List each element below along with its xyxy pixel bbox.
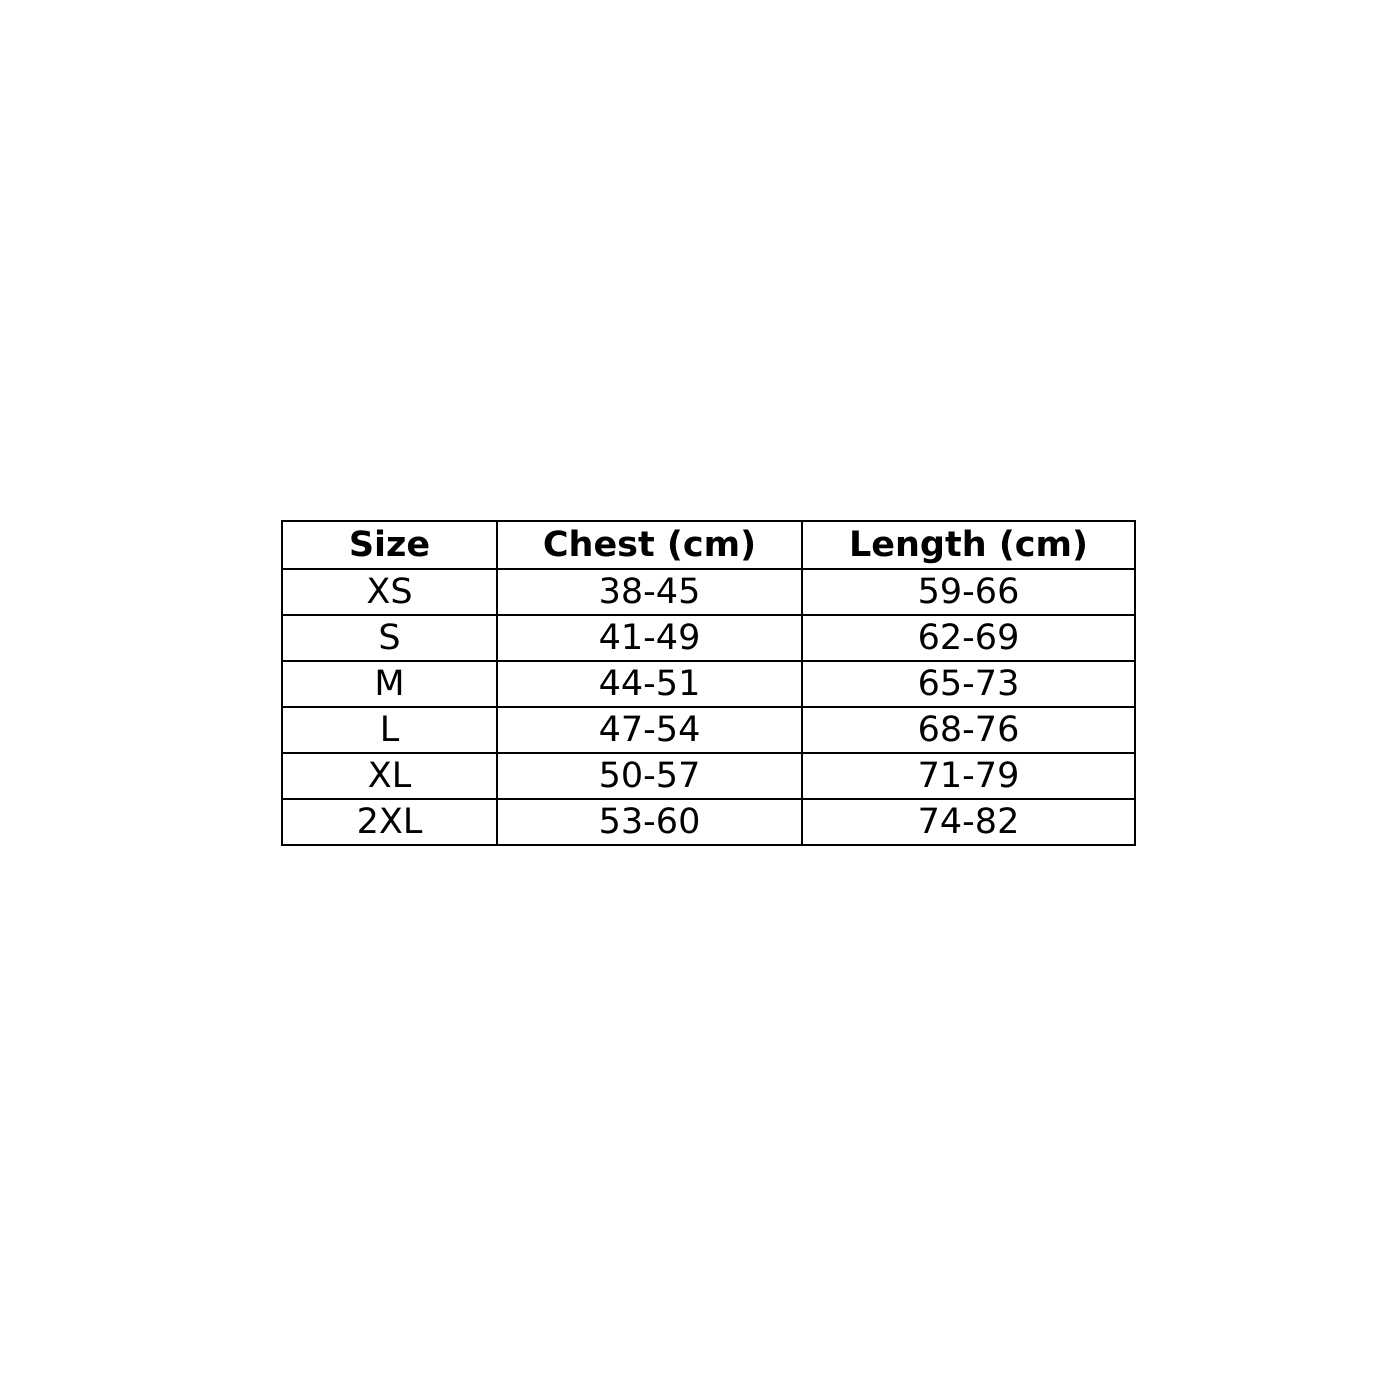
cell-size: L <box>281 706 498 754</box>
cell-length: 71-79 <box>801 752 1136 800</box>
cell-length: 62-69 <box>801 614 1136 662</box>
table-row: M 44-51 65-73 <box>281 660 1136 708</box>
table-row: XL 50-57 71-79 <box>281 752 1136 800</box>
header-chest: Chest (cm) <box>496 520 803 570</box>
table-row: L 47-54 68-76 <box>281 706 1136 754</box>
cell-size: M <box>281 660 498 708</box>
cell-length: 59-66 <box>801 568 1136 616</box>
cell-size: XS <box>281 568 498 616</box>
cell-chest: 53-60 <box>496 798 803 846</box>
header-size: Size <box>281 520 498 570</box>
cell-chest: 47-54 <box>496 706 803 754</box>
cell-size: S <box>281 614 498 662</box>
size-chart-table: Size Chest (cm) Length (cm) XS 38-45 59-… <box>281 520 1136 846</box>
cell-size: 2XL <box>281 798 498 846</box>
header-length: Length (cm) <box>801 520 1136 570</box>
cell-length: 74-82 <box>801 798 1136 846</box>
table-row: S 41-49 62-69 <box>281 614 1136 662</box>
cell-chest: 41-49 <box>496 614 803 662</box>
header-row: Size Chest (cm) Length (cm) <box>281 520 1136 570</box>
cell-size: XL <box>281 752 498 800</box>
table-row: 2XL 53-60 74-82 <box>281 798 1136 846</box>
cell-length: 65-73 <box>801 660 1136 708</box>
table-row: XS 38-45 59-66 <box>281 568 1136 616</box>
cell-chest: 38-45 <box>496 568 803 616</box>
cell-chest: 50-57 <box>496 752 803 800</box>
cell-length: 68-76 <box>801 706 1136 754</box>
cell-chest: 44-51 <box>496 660 803 708</box>
